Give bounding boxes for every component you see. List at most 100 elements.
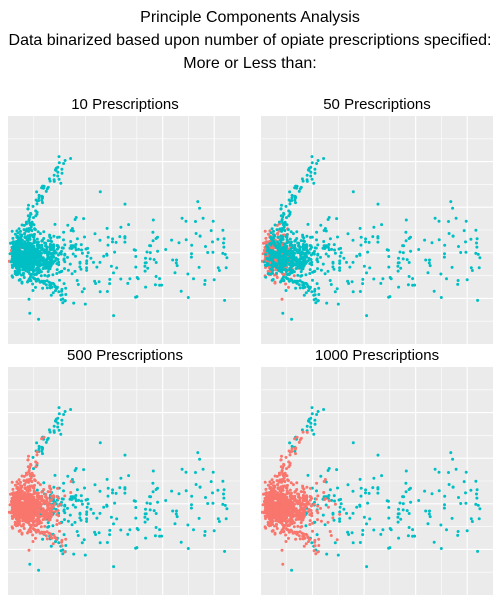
scatter-point xyxy=(10,525,14,529)
scatter-point xyxy=(89,507,93,511)
scatter-point xyxy=(19,480,22,484)
scatter-point xyxy=(280,227,283,231)
scatter-point xyxy=(305,173,309,177)
scatter-point xyxy=(282,474,286,478)
scatter-point xyxy=(277,480,281,484)
scatter-point xyxy=(38,246,42,250)
scatter-point xyxy=(281,259,284,263)
scatter-point xyxy=(303,246,307,250)
scatter-point xyxy=(428,515,432,519)
scatter-point xyxy=(355,254,359,258)
scatter-point xyxy=(332,243,336,247)
scatter-point xyxy=(449,200,453,204)
scatter-point xyxy=(428,258,431,262)
scatter-point xyxy=(8,503,12,507)
scatter-point xyxy=(294,286,298,290)
scatter-point xyxy=(314,246,318,250)
scatter-point xyxy=(273,507,277,510)
scatter-point xyxy=(322,157,326,160)
scatter-point xyxy=(57,406,61,410)
scatter-point xyxy=(309,504,313,508)
scatter-point xyxy=(358,504,362,508)
scatter-point xyxy=(73,496,77,500)
scatter-point xyxy=(40,263,44,267)
scatter-point xyxy=(221,479,225,483)
scatter-point xyxy=(151,490,155,494)
scatter-point xyxy=(34,536,37,540)
scatter-point xyxy=(402,244,406,248)
scatter-point xyxy=(13,269,17,273)
scatter-point xyxy=(58,521,62,525)
scatter-point xyxy=(307,502,311,506)
scatter-point xyxy=(31,486,35,490)
scatter-panel-1000 xyxy=(261,367,493,595)
scatter-point xyxy=(321,246,325,250)
scatter-point xyxy=(276,232,280,236)
scatter-point xyxy=(48,235,52,239)
scatter-point xyxy=(221,228,225,232)
scatter-point xyxy=(316,410,320,413)
scatter-point xyxy=(221,502,225,506)
scatter-point xyxy=(40,248,44,252)
scatter-point xyxy=(426,271,430,275)
scatter-point xyxy=(17,490,20,494)
scatter-point xyxy=(24,516,28,520)
scatter-point xyxy=(203,279,207,282)
scatter-point xyxy=(47,518,51,522)
scatter-point xyxy=(206,251,210,254)
scatter-point xyxy=(79,267,83,271)
scatter-point xyxy=(424,258,428,262)
scatter-point xyxy=(64,293,68,296)
scatter-point xyxy=(276,483,280,487)
scatter-point xyxy=(314,552,318,556)
scatter-point xyxy=(98,238,102,242)
scatter-point xyxy=(78,512,82,516)
scatter-point xyxy=(46,511,50,515)
scatter-point xyxy=(324,252,328,256)
scatter-point xyxy=(276,502,280,506)
scatter-point xyxy=(69,480,73,483)
scatter-point xyxy=(29,273,33,277)
scatter-point xyxy=(59,432,63,436)
scatter-point xyxy=(108,277,112,281)
scatter-point xyxy=(277,247,280,251)
scatter-point xyxy=(33,232,36,236)
scatter-point xyxy=(41,518,45,522)
scatter-point xyxy=(179,289,183,293)
scatter-point xyxy=(197,265,201,269)
scatter-point xyxy=(316,518,319,522)
scatter-point xyxy=(305,178,309,182)
scatter-point xyxy=(443,252,446,256)
scatter-point xyxy=(312,549,316,553)
figure-header: Principle Components Analysis Data binar… xyxy=(0,6,500,75)
scatter-point xyxy=(268,480,272,484)
scatter-point xyxy=(83,553,87,557)
scatter-point xyxy=(290,250,294,254)
scatter-point xyxy=(108,528,112,532)
scatter-point xyxy=(112,565,116,569)
scatter-point xyxy=(313,544,317,548)
scatter-point xyxy=(299,504,303,508)
scatter-point xyxy=(465,529,469,533)
scatter-point xyxy=(223,298,227,302)
scatter-point xyxy=(35,511,39,515)
scatter-point xyxy=(10,245,14,249)
scatter-point xyxy=(291,232,295,236)
scatter-point xyxy=(342,256,346,260)
scatter-point xyxy=(102,505,106,509)
scatter-point xyxy=(222,496,226,500)
scatter-point xyxy=(315,162,319,165)
scatter-point xyxy=(35,260,39,264)
scatter-point xyxy=(348,265,352,269)
scatter-point xyxy=(295,481,299,485)
scatter-point xyxy=(292,525,296,529)
scatter-point xyxy=(52,178,56,182)
scatter-panel-10 xyxy=(8,116,240,344)
scatter-point xyxy=(93,232,97,236)
scatter-point xyxy=(427,261,431,265)
scatter-point xyxy=(35,461,39,465)
scatter-point xyxy=(68,262,72,266)
scatter-point xyxy=(27,489,31,492)
scatter-point xyxy=(20,256,24,259)
scatter-point xyxy=(282,261,286,265)
